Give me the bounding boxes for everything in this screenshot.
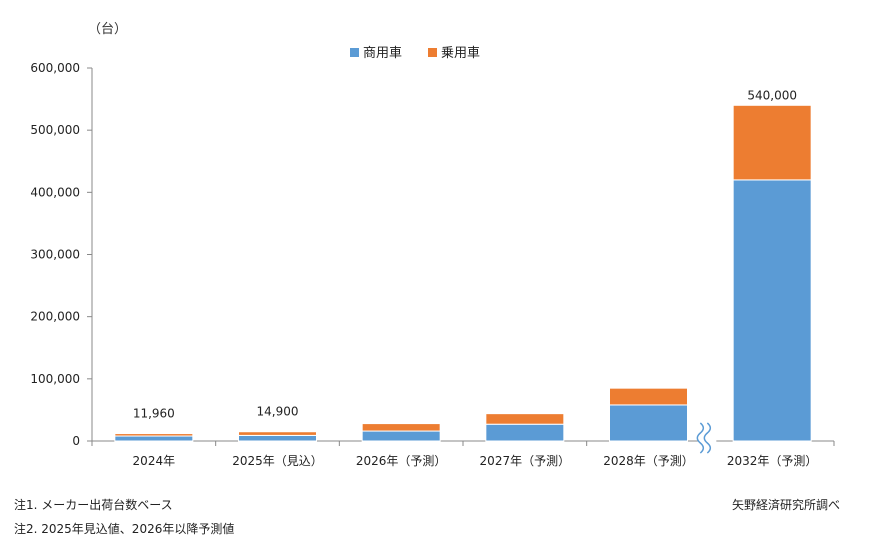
y-tick-label: 600,000 xyxy=(30,61,80,75)
footnote-1: 注1. メーカー出荷台数ベース xyxy=(14,498,173,512)
bar-segment-passenger xyxy=(114,433,194,437)
bar-segment-passenger xyxy=(361,423,441,432)
y-axis-unit-label: （台） xyxy=(88,22,127,37)
x-tick-label: 2024年 xyxy=(133,454,176,468)
bar-segment-commercial xyxy=(114,435,194,442)
legend-label: 乗用車 xyxy=(441,46,480,61)
x-tick-label: 2025年（見込） xyxy=(232,454,323,468)
x-tick-label: 2032年（予測） xyxy=(727,454,818,468)
axis-break-mark xyxy=(696,422,705,454)
y-tick-label: 200,000 xyxy=(30,310,80,324)
x-tick-label: 2027年（予測） xyxy=(480,454,571,468)
bar-segment-passenger xyxy=(732,104,812,181)
y-tick-label: 100,000 xyxy=(30,372,80,386)
legend-swatch xyxy=(350,48,359,57)
legend-label: 商用車 xyxy=(363,46,402,61)
y-tick-label: 0 xyxy=(72,434,80,448)
bar-segment-commercial xyxy=(238,434,317,442)
bar-segment-passenger xyxy=(238,431,317,436)
total-data-label: 540,000 xyxy=(747,88,797,102)
bar-segment-passenger xyxy=(609,387,688,406)
footnote-2: 注2. 2025年見込値、2026年以降予測値 xyxy=(14,522,235,536)
source-credit: 矢野経済研究所調べ xyxy=(731,498,840,512)
total-data-label: 11,960 xyxy=(133,407,175,421)
bar-segment-commercial xyxy=(732,179,812,442)
bar-segment-commercial xyxy=(609,404,688,442)
bar-segment-passenger xyxy=(485,413,565,425)
bar-segment-commercial xyxy=(361,430,441,442)
axis-break-mark xyxy=(703,422,712,454)
y-tick-label: 400,000 xyxy=(30,185,80,199)
y-tick-label: 300,000 xyxy=(30,248,80,262)
y-tick-label: 500,000 xyxy=(30,123,80,137)
total-data-label: 14,900 xyxy=(257,405,299,419)
x-tick-label: 2028年（予測） xyxy=(603,454,694,468)
bar-segment-commercial xyxy=(485,423,565,442)
x-tick-label: 2026年（予測） xyxy=(356,454,447,468)
stacked-bar-chart: （台） 0 100,000 200,000 300,000 400,000 500,000 6… xyxy=(30,22,835,468)
legend-swatch xyxy=(428,48,437,57)
